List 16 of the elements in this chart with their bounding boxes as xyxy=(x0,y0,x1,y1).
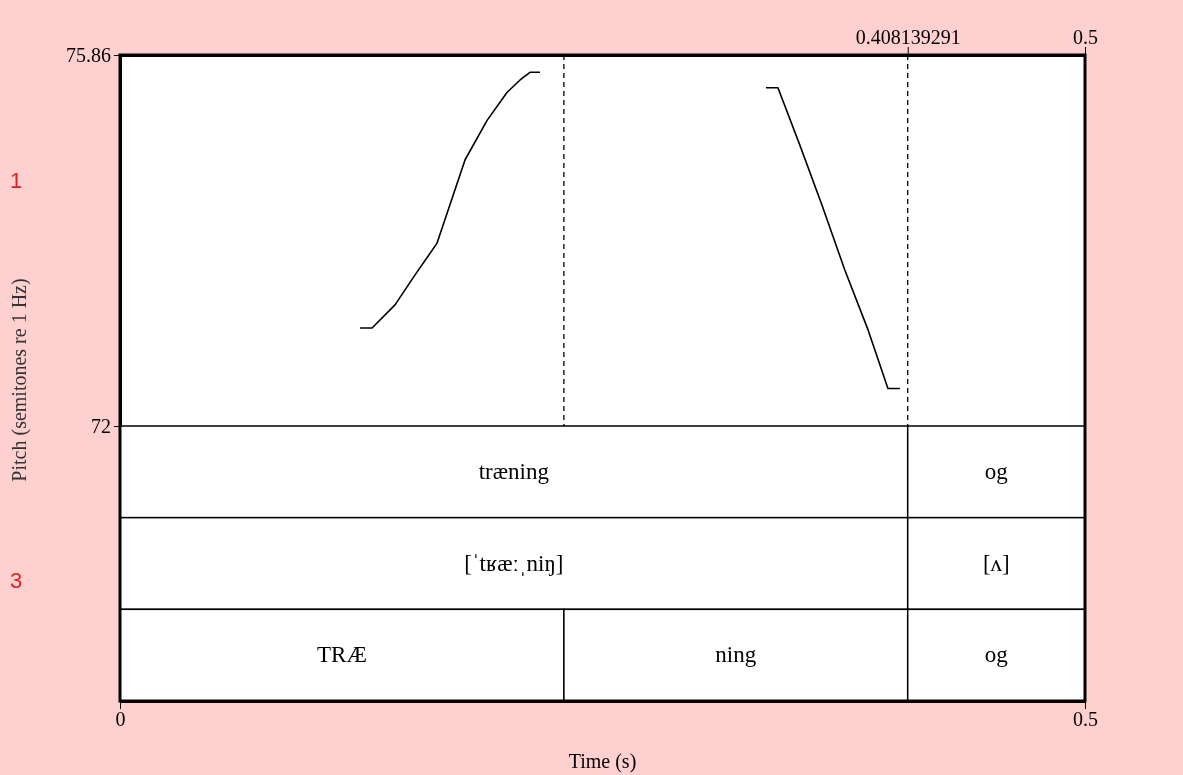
y-axis-title: Pitch (semitones re 1 Hz) xyxy=(8,278,31,482)
data-label: [ʌ] xyxy=(982,550,1010,576)
x2-tick-label: 0.5 xyxy=(1073,26,1098,48)
data-label: og xyxy=(984,642,1009,668)
text: 3 xyxy=(9,568,23,593)
text: 1 xyxy=(9,168,23,193)
data-label: ning xyxy=(715,642,757,668)
data-label: og xyxy=(984,458,1009,484)
x2-tick-label: 0.408139291 xyxy=(855,26,961,48)
data-label: træning xyxy=(478,458,550,484)
data-label: [ˈtʁæːˌniŋ] xyxy=(464,550,564,576)
data-label: TRÆ xyxy=(317,642,367,668)
y-tick-label: 75.86 xyxy=(66,43,111,66)
x-tick-label: 0 xyxy=(115,708,126,731)
y-tick-label: 72 xyxy=(91,414,111,437)
x-axis-title: Time (s) xyxy=(568,750,637,773)
